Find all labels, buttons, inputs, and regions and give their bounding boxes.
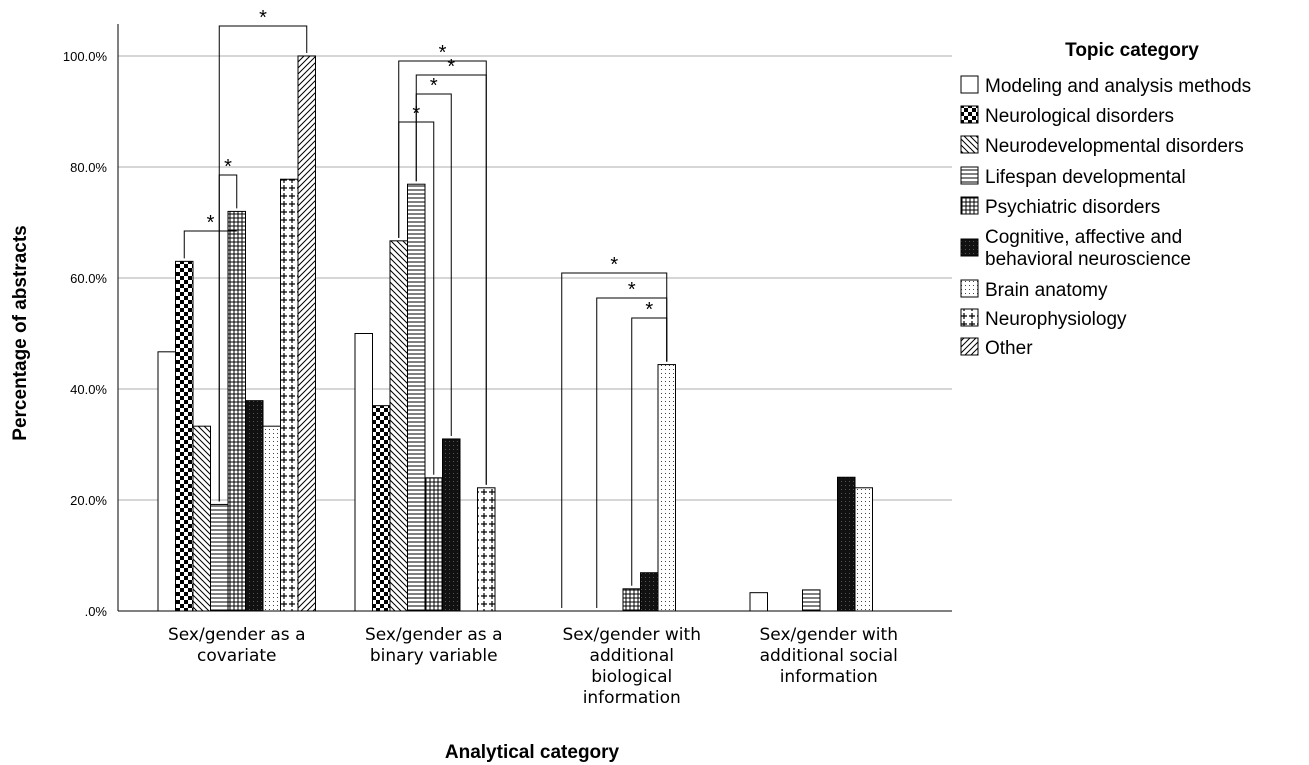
legend-swatch: [960, 337, 979, 356]
legend-label: Neurodevelopmental disorders: [985, 136, 1244, 157]
legend-label: Cognitive, affective and behavioral neuro…: [985, 227, 1191, 270]
x-category-label: Sex/gender with additional social informat…: [760, 625, 898, 687]
bar: [424, 477, 443, 612]
bar: [280, 178, 299, 612]
legend-swatch: [960, 166, 979, 185]
significance-star: *: [259, 7, 267, 29]
legend-swatch: [960, 238, 979, 257]
legend-label: Neurophysiology: [985, 309, 1127, 330]
significance-bracket: [218, 25, 308, 502]
legend-label: Lifespan developmental: [985, 167, 1186, 188]
significance-star: *: [447, 56, 455, 78]
bar: [657, 364, 676, 612]
bar: [262, 425, 281, 612]
bars: [157, 55, 873, 612]
significance-star: *: [224, 156, 232, 178]
y-tick-label: 80.0%: [70, 160, 107, 175]
legend-swatch: [960, 105, 979, 124]
legend-label: Brain anatomy: [985, 280, 1108, 301]
bar: [245, 400, 264, 612]
legend-label: Modeling and analysis methods: [985, 76, 1251, 97]
bar: [442, 438, 461, 612]
bar: [297, 55, 316, 612]
legend-swatch: [960, 135, 979, 154]
y-tick-label: 100.0%: [63, 49, 108, 64]
bar: [854, 487, 873, 612]
x-category-label: Sex/gender as a binary variable: [365, 625, 503, 666]
bar: [175, 260, 194, 612]
legend-label: Other: [985, 338, 1033, 359]
bar: [477, 487, 496, 612]
gridlines: [118, 55, 952, 501]
bar: [372, 405, 391, 612]
bar: [407, 183, 426, 612]
significance-bracket: [561, 272, 668, 608]
significance-star: *: [439, 42, 447, 64]
legend-label: Neurological disorders: [985, 106, 1174, 127]
legend-swatch: [960, 308, 979, 327]
significance-star: *: [645, 299, 653, 321]
bar: [389, 240, 408, 612]
significance-star: *: [610, 254, 618, 276]
bar: [837, 476, 856, 612]
bar: [192, 425, 211, 612]
legend-swatch: [960, 279, 979, 298]
y-tick-label: .0%: [85, 604, 108, 619]
significance-bracket: [398, 60, 487, 485]
bar: [227, 210, 246, 612]
legend-title: Topic category: [1065, 40, 1199, 61]
bar: [210, 503, 229, 612]
bar: [157, 351, 176, 612]
significance-brackets: **********: [183, 7, 668, 608]
significance-star: *: [207, 212, 215, 234]
x-axis-title: Analytical category: [445, 742, 620, 763]
significance-star: *: [628, 279, 636, 301]
bar: [622, 588, 641, 612]
significance-star: *: [430, 75, 438, 97]
y-tick-label: 60.0%: [70, 271, 107, 286]
y-axis-title: Percentage of abstracts: [10, 225, 31, 440]
x-category-label: Sex/gender as a covariate: [168, 625, 306, 666]
legend-swatch: [960, 196, 979, 215]
legend: Topic category Modeling and analysis met…: [960, 40, 1251, 359]
y-tick-label: 40.0%: [70, 382, 107, 397]
y-axis-ticks: .0% 20.0% 40.0% 60.0% 80.0% 100.0%: [63, 49, 108, 619]
bar: [749, 592, 768, 612]
legend-swatch: [960, 75, 979, 94]
y-tick-label: 20.0%: [70, 493, 107, 508]
legend-label: Psychiatric disorders: [985, 197, 1160, 218]
x-category-label: Sex/gender with additional biological infor…: [563, 625, 701, 708]
bar: [640, 572, 659, 612]
bar: [802, 589, 821, 612]
bar: [354, 333, 373, 612]
axes: [117, 24, 952, 612]
